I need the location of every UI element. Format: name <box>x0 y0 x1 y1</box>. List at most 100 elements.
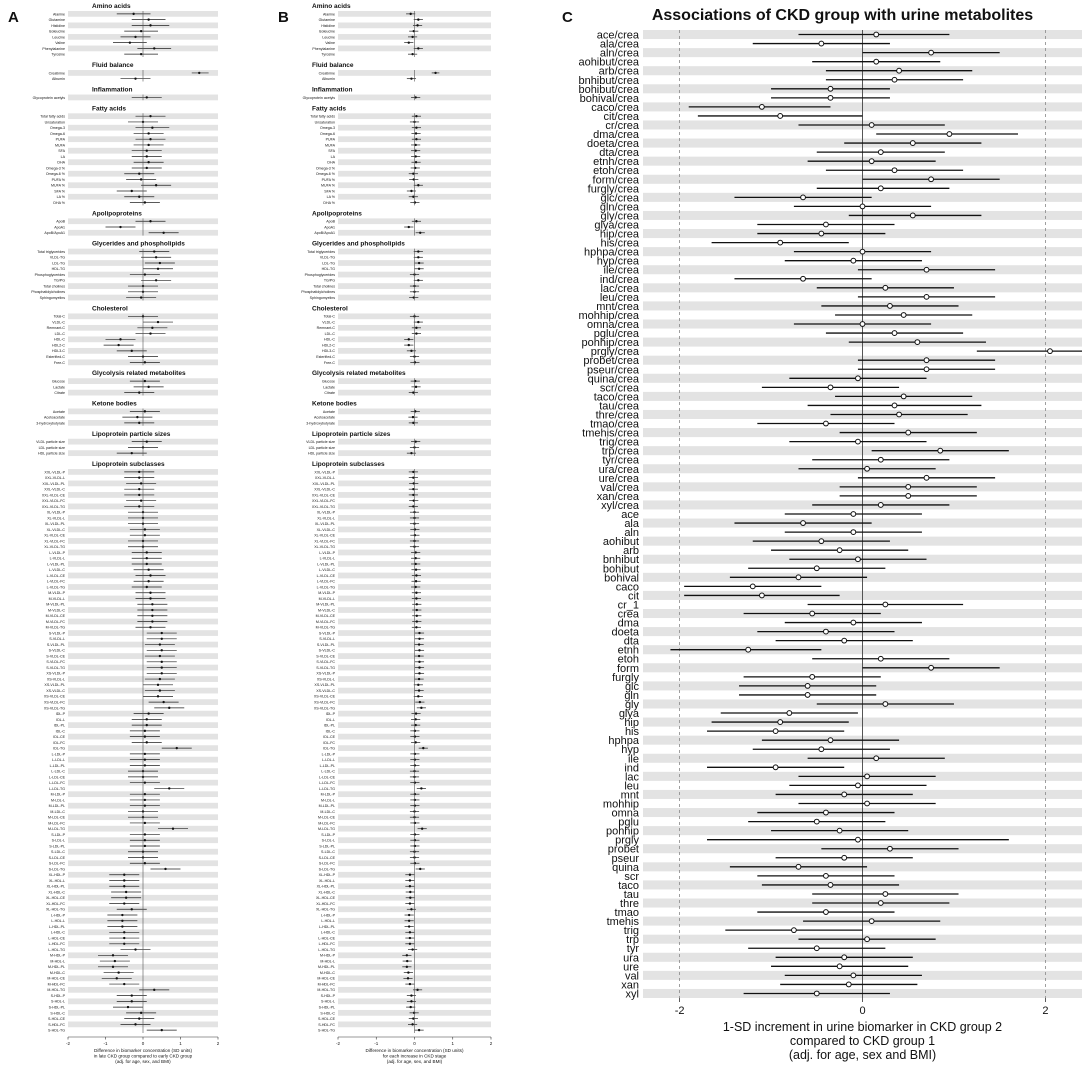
row-label-xl-vldl-p: XL-VLDL-P <box>47 511 66 515</box>
row-label-caco: caco <box>616 581 639 593</box>
row-label-mufa: MUFA <box>55 143 66 147</box>
row-label-total-cholines: Total cholines <box>313 284 335 288</box>
x-axis-label: (adj. for age, sex and BMI) <box>789 1048 936 1062</box>
point-s-hdl-p <box>410 994 413 997</box>
point-gly <box>882 701 889 707</box>
point-hdl3-c <box>130 349 133 353</box>
row-label-m-ldl-pl: M-LDL-PL <box>319 804 335 808</box>
row-label-isoleucine: Isoleucine <box>319 30 335 34</box>
point-bohival <box>795 574 802 581</box>
point-xl-vldl-ce <box>143 534 147 537</box>
point-lactate <box>414 385 418 389</box>
x-tick-label: 0 <box>859 1005 865 1017</box>
point-xs-vldl-l <box>158 677 162 681</box>
point-xl-hdl-p <box>408 873 412 876</box>
row-label-aln: aln <box>624 527 639 539</box>
point-sfa <box>414 149 417 152</box>
row-label-vldl-particle-size: VLDL particle size <box>306 440 335 444</box>
point-s-vldl-fc <box>418 660 421 664</box>
marks <box>670 31 1082 997</box>
row-label-xxl-vldl-l: XXL-VLDL-L <box>45 476 65 480</box>
point-his-crea <box>777 239 784 246</box>
row-label-idl-tg: IDL-TG <box>323 747 335 751</box>
row-label-s-ldl-ce: S-LDL-CE <box>49 856 66 860</box>
point-l-vldl-tg <box>145 585 148 589</box>
row-label-idl-l: IDL-L <box>56 718 65 722</box>
group-title-glycolysis-related-metabolites: Glycolysis related metabolites <box>312 370 406 377</box>
row-label-creatinine: Creatinine <box>49 71 65 75</box>
row-label-la: LA <box>331 155 336 159</box>
point-l-ldl-p <box>413 752 417 756</box>
point-omega-3 <box>415 126 418 129</box>
row-label-xxl-vldl-tg: XXL-VLDL-TG <box>42 505 65 509</box>
row-label-sfa: SFA <box>58 149 65 153</box>
row-label-s-hdl-ce: S-HDL-CE <box>318 1017 336 1021</box>
x-axis-label: 1-SD increment in urine biomarker in CKD… <box>723 1020 1002 1034</box>
row-label-sfa: SFA % <box>324 189 336 193</box>
row-label-xl-vldl-ce: XL-VLDL-CE <box>314 534 335 538</box>
point-acetoacetate <box>411 415 415 419</box>
row-label-s-ldl-tg: S-LDL-TG <box>319 867 336 871</box>
point-apoa1 <box>407 225 410 229</box>
point-mnt-crea <box>887 303 893 309</box>
marks <box>98 11 209 1033</box>
point-his <box>772 728 779 735</box>
point-omega-3 <box>151 126 154 129</box>
row-label-mohhip: mohhip <box>603 798 639 810</box>
row-label-s-vldl-p: S-VLDL-P <box>49 631 66 635</box>
point-bohibut <box>813 565 820 572</box>
point-mohhip <box>864 800 870 807</box>
point-ura-crea <box>864 465 870 472</box>
row-label-l-ldl-pl: L-LDL-PL <box>320 764 335 768</box>
point-pufa <box>149 138 152 141</box>
point-xl-hdl-tg <box>410 908 413 911</box>
row-label-total-c: Total-C <box>54 315 66 319</box>
point-dha <box>414 161 418 164</box>
point-hyp <box>818 746 825 753</box>
point-xxl-vldl-tg <box>412 505 415 508</box>
point-xs-vldl-ce <box>156 695 160 698</box>
row-label-bohibut: bohibut <box>603 563 639 575</box>
row-label-s-vldl-fc: S-VLDL-FC <box>46 660 65 664</box>
point-l-hdl-c <box>408 931 412 934</box>
point-xl-hdl-pl <box>123 885 126 888</box>
point-trp-crea <box>937 447 944 454</box>
row-label-m-hdl-tg: M-HDL-TG <box>317 988 335 992</box>
row-label-omega-3: Omega-3 <box>320 126 335 130</box>
row-label-xan: xan <box>621 979 639 991</box>
point-l-vldl-l <box>145 557 148 560</box>
x-tick-label: 0 <box>142 1041 145 1046</box>
row-label-3-hydroxybutyrate: 3-hydroxybutyrate <box>36 421 65 425</box>
point-albumin <box>134 77 137 80</box>
row-label-m-ldl-pl: M-LDL-PL <box>49 804 65 808</box>
row-label-phosphoglycerides: Phosphoglycerides <box>35 273 66 277</box>
panel-letter: C <box>562 9 573 26</box>
row-label-m-ldl-tg: M-LDL-TG <box>318 827 335 831</box>
row-label-l-ldl-c: L-LDL-C <box>51 770 65 774</box>
point-omega-3 <box>145 166 148 170</box>
row-label-total-fatty-acids: Total fatty acids <box>310 115 335 119</box>
point-vldl-tg <box>154 256 158 259</box>
row-label-glucose: Glucose <box>322 380 335 384</box>
point-xxl-vldl-pl <box>139 482 143 485</box>
point-s-hdl-fc <box>411 1023 414 1026</box>
point-histidine <box>416 24 419 27</box>
point-m-vldl-ce <box>151 614 154 617</box>
point-l-hdl-ce <box>408 936 412 940</box>
row-label-cit-crea: cit/crea <box>604 111 640 123</box>
row-label-ala-crea: ala/crea <box>600 39 640 51</box>
group-title-glycerides-and-phospholipids: Glycerides and phospholipids <box>92 241 185 248</box>
row-label-glutamine: Glutamine <box>49 18 65 22</box>
point-m-hdl-l <box>406 959 409 963</box>
row-label-m-hdl-pl: M-HDL-PL <box>48 965 65 969</box>
point-scr <box>823 872 829 879</box>
panel-b: B Amino acids Alanine Glutamine Histidine Iso… <box>278 3 493 1064</box>
row-label-s-ldl-ce: S-LDL-CE <box>319 856 336 860</box>
row-label-s-hdl-tg: S-HDL-TG <box>48 1029 65 1033</box>
row-label-idl-tg: IDL-TG <box>53 747 65 751</box>
row-label-mufa: MUFA % <box>321 184 336 188</box>
point-xl-hdl-l <box>123 879 126 882</box>
point-l-hdl-tg <box>411 948 414 951</box>
row-label-dma-crea: dma/crea <box>593 129 640 141</box>
row-label-l-hdl-c: L-HDL-C <box>51 931 66 935</box>
